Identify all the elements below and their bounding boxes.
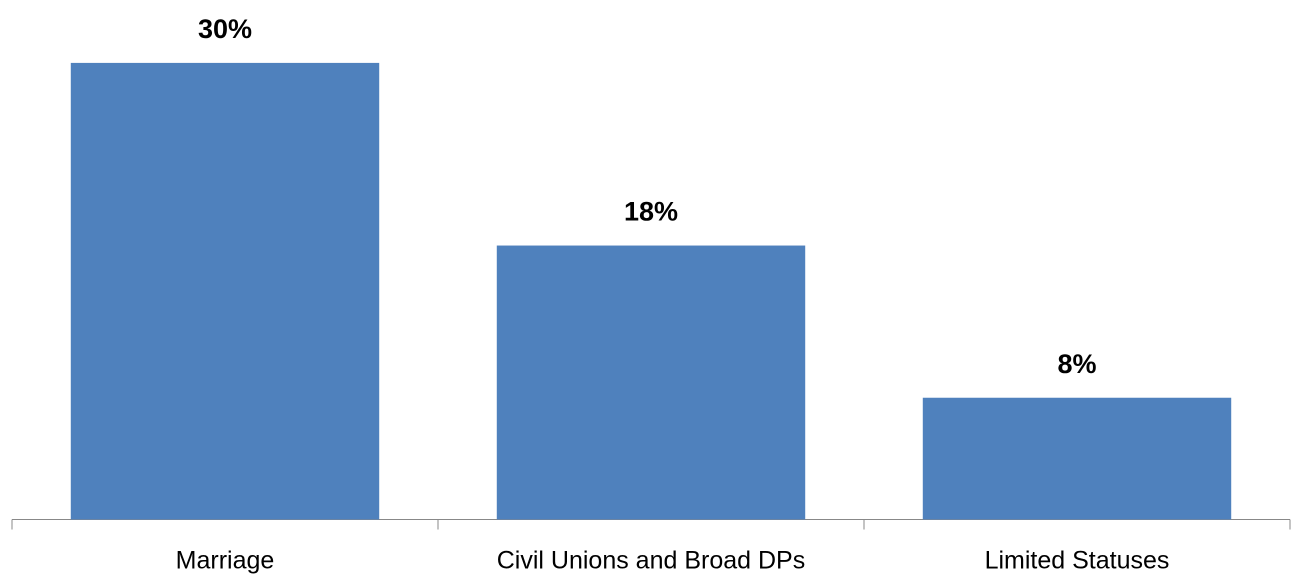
x-tick-label: Limited Statuses — [985, 547, 1170, 575]
value-label: 8% — [1057, 349, 1096, 379]
bar — [922, 397, 1232, 520]
x-tick-label: Civil Unions and Broad DPs — [497, 547, 805, 575]
bar — [496, 245, 806, 520]
x-tick-label: Marriage — [176, 547, 275, 575]
bar — [70, 62, 380, 520]
value-label: 30% — [198, 14, 252, 44]
value-label: 18% — [624, 197, 678, 227]
